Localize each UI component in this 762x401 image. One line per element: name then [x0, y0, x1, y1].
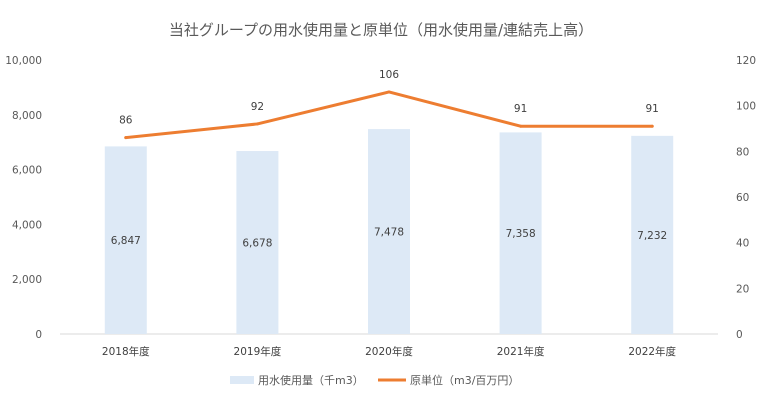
- x-tick-label: 2018年度: [102, 345, 150, 358]
- y-right-tick-label: 60: [736, 192, 749, 204]
- y-left-tick-label: 10,000: [5, 55, 42, 67]
- y-left-tick-label: 8,000: [12, 110, 42, 122]
- y-right-tick-label: 20: [736, 283, 749, 295]
- y-left-tick-label: 0: [35, 329, 42, 341]
- bar-data-label: 6,678: [242, 238, 272, 250]
- legend-label-bar: 用水使用量（千m3）: [258, 374, 364, 387]
- line-data-label: 91: [514, 103, 527, 115]
- line-point: [124, 136, 128, 140]
- y-right-tick-label: 80: [736, 146, 749, 158]
- y-left-tick-label: 4,000: [12, 219, 42, 231]
- x-tick-label: 2020年度: [365, 345, 413, 358]
- y-left-tick-label: 2,000: [12, 274, 42, 286]
- x-tick-label: 2022年度: [628, 345, 676, 358]
- y-right-tick-label: 100: [736, 101, 756, 113]
- line-data-label: 86: [119, 115, 133, 127]
- line-point: [519, 124, 523, 128]
- bar: [368, 129, 410, 334]
- bar: [236, 151, 279, 334]
- line-data-label: 91: [646, 103, 659, 115]
- line-point: [255, 122, 259, 126]
- plot-area: 0 2,000 4,000 6,000 8,000 10,000 0 20 40 60 80 100 1…: [5, 55, 756, 358]
- bar: [631, 135, 674, 334]
- bar-data-label: 6,847: [111, 235, 141, 247]
- bar-data-label: 7,232: [637, 230, 667, 242]
- y-right-tick-label: 40: [736, 238, 749, 250]
- bar-data-label: 7,358: [506, 228, 536, 240]
- bar: [104, 146, 147, 334]
- x-tick-label: 2019年度: [234, 345, 282, 358]
- line-data-label: 92: [251, 101, 264, 113]
- line-data-label: 106: [379, 69, 399, 81]
- x-tick-label: 2021年度: [497, 345, 545, 358]
- y-right-tick-label: 0: [736, 329, 743, 341]
- line-point: [650, 124, 654, 128]
- bar: [499, 132, 542, 334]
- y-left-tick-label: 6,000: [12, 165, 42, 177]
- legend: 用水使用量（千m3） 原単位（m3/百万円）: [230, 373, 519, 387]
- line-point: [387, 90, 391, 94]
- legend-label-line: 原単位（m3/百万円）: [410, 373, 519, 387]
- legend-swatch-bar: [230, 376, 254, 384]
- y-right-tick-label: 120: [736, 55, 756, 67]
- bar-data-label: 7,478: [374, 227, 404, 239]
- chart-title: 当社グループの用水使用量と原単位（用水使用量/連結売上高）: [169, 21, 593, 39]
